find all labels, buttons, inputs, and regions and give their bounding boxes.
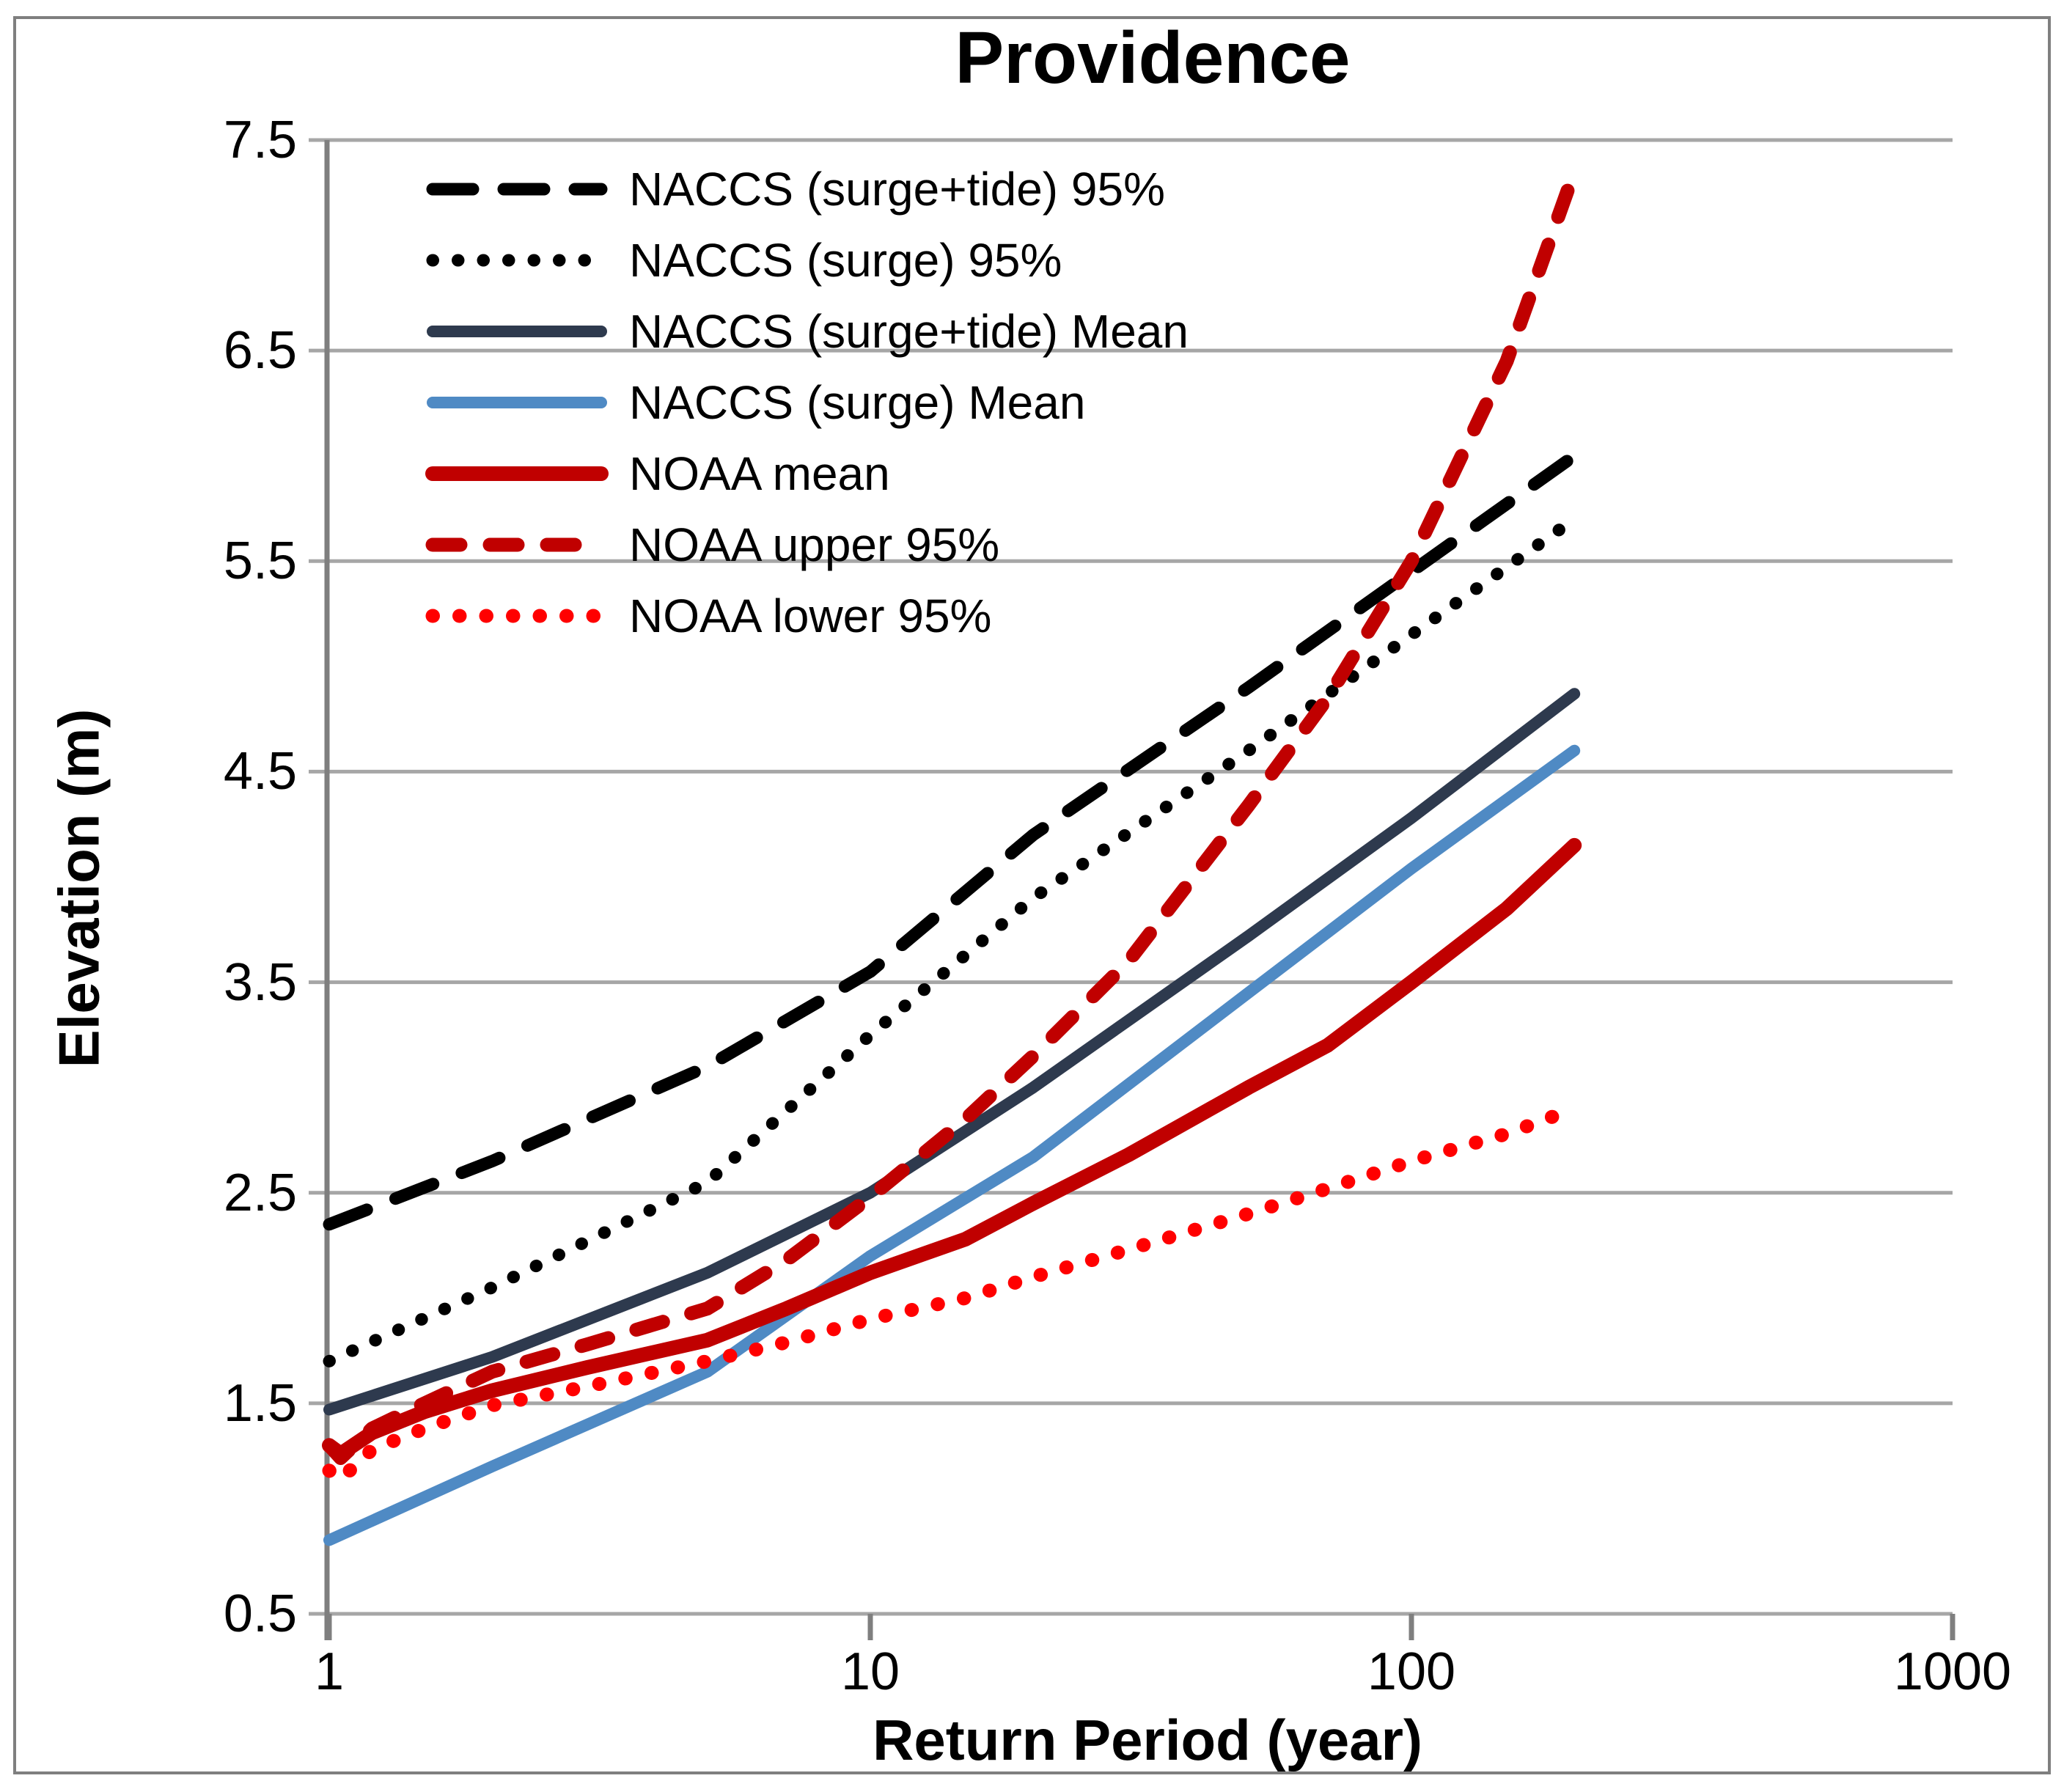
x-axis-title: Return Period (year) bbox=[873, 1708, 1422, 1772]
y-tick-label: 1.5 bbox=[223, 1373, 297, 1433]
legend-label: NACCS (surge+tide) 95% bbox=[629, 163, 1165, 216]
legend-label: NOAA lower 95% bbox=[629, 590, 992, 642]
y-tick-label: 4.5 bbox=[223, 742, 297, 801]
x-tick-label: 10 bbox=[840, 1642, 900, 1701]
legend-item: NOAA mean bbox=[425, 447, 890, 500]
x-tick-label: 1000 bbox=[1893, 1642, 2012, 1701]
y-tick-label: 0.5 bbox=[223, 1584, 297, 1643]
legend-swatch-line bbox=[425, 609, 609, 623]
y-tick-label: 7.5 bbox=[223, 111, 297, 169]
legend-swatch-line bbox=[427, 326, 607, 337]
y-axis-title: Elevation (m) bbox=[46, 708, 111, 1068]
chart-title: Providence bbox=[955, 17, 1351, 99]
series-line-0 bbox=[323, 449, 1581, 1231]
legend-swatch-line bbox=[426, 183, 608, 196]
legend-label: NACCS (surge) Mean bbox=[629, 376, 1086, 429]
series-line-6 bbox=[322, 1101, 1582, 1486]
legend-swatch-line bbox=[425, 466, 609, 481]
legend-item: NACCS (surge+tide) 95% bbox=[425, 163, 1165, 216]
y-tick-label: 5.5 bbox=[223, 532, 297, 591]
legend-label: NOAA upper 95% bbox=[629, 518, 1000, 571]
series-line-5 bbox=[322, 164, 1582, 1465]
y-tick-label: 2.5 bbox=[223, 1163, 297, 1222]
legend-swatch-line bbox=[426, 254, 608, 267]
legend-swatch-line bbox=[425, 537, 609, 552]
legend-item: NACCS (surge) 95% bbox=[425, 234, 1062, 287]
x-tick-label: 1 bbox=[314, 1642, 345, 1701]
series-line-1 bbox=[323, 513, 1581, 1367]
legend-label: NACCS (surge+tide) Mean bbox=[629, 305, 1189, 358]
series-line-4 bbox=[322, 837, 1582, 1461]
legend-label: NACCS (surge) 95% bbox=[629, 234, 1062, 287]
x-tick-label: 100 bbox=[1367, 1642, 1456, 1701]
chart-border bbox=[13, 16, 2051, 1774]
legend-label: NOAA mean bbox=[629, 447, 890, 500]
legend-item: NOAA upper 95% bbox=[425, 518, 999, 571]
legend-item: NOAA lower 95% bbox=[425, 590, 991, 642]
legend-swatch-line bbox=[427, 397, 607, 408]
series-line-2 bbox=[323, 688, 1581, 1416]
series-line-3 bbox=[323, 744, 1581, 1546]
y-tick-label: 3.5 bbox=[223, 952, 297, 1012]
legend-item: NACCS (surge) Mean bbox=[425, 376, 1085, 429]
legend-item: NACCS (surge+tide) Mean bbox=[425, 305, 1189, 358]
y-tick-label: 6.5 bbox=[223, 321, 297, 381]
